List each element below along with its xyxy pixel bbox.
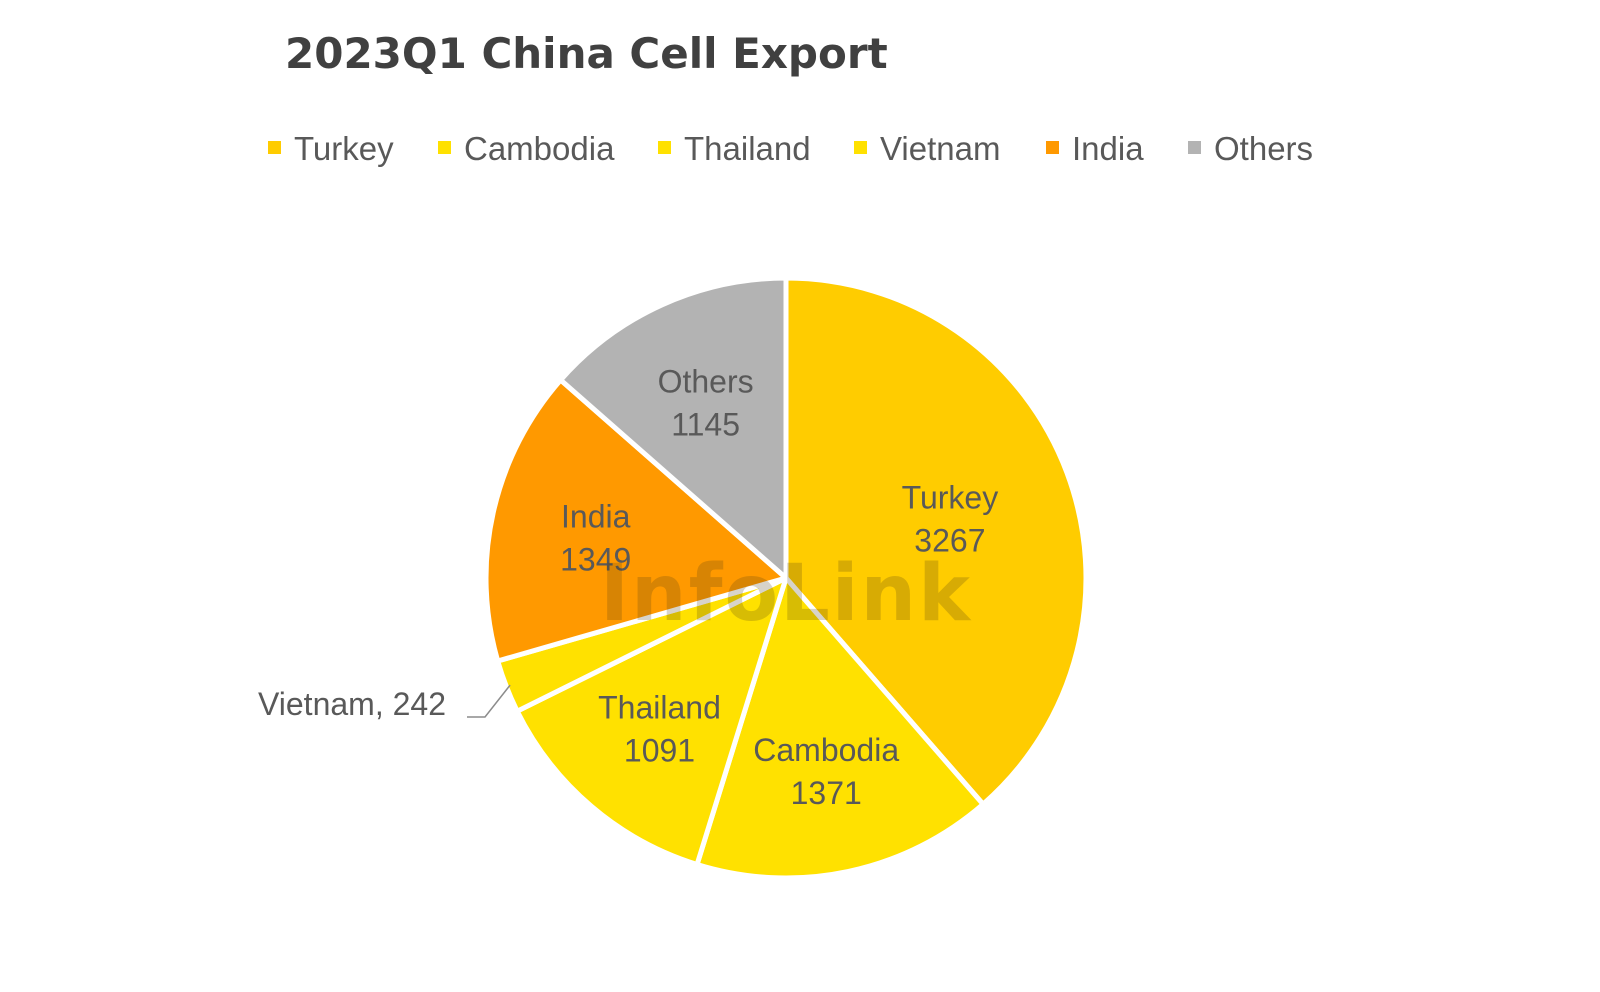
- legend-swatch-vietnam: [854, 141, 867, 154]
- pie-slices: [483, 275, 1089, 881]
- legend-item-turkey: Turkey: [268, 130, 394, 167]
- legend: Turkey Cambodia Thailand Vietnam India Others: [268, 130, 1313, 167]
- legend-label-turkey: Turkey: [294, 130, 394, 167]
- pie-slice-turkey: [783, 275, 1089, 807]
- legend-swatch-turkey: [268, 141, 281, 154]
- data-label-name-others: Others: [658, 363, 754, 399]
- data-label-name-cambodia: Cambodia: [753, 732, 899, 768]
- data-label-value-cambodia: 1371: [791, 775, 862, 811]
- chart-title: 2023Q1 China Cell Export: [285, 29, 888, 78]
- leader-line-vietnam: [467, 684, 511, 718]
- data-label-turkey: Turkey 3267: [902, 480, 999, 559]
- legend-swatch-thailand: [658, 141, 671, 154]
- legend-label-vietnam: Vietnam: [880, 130, 1000, 167]
- legend-item-india: India: [1046, 130, 1144, 167]
- legend-label-others: Others: [1214, 130, 1313, 167]
- data-label-value-thailand: 1091: [624, 732, 695, 768]
- data-label-vietnam: Vietnam, 242: [258, 686, 446, 722]
- legend-item-vietnam: Vietnam: [854, 130, 1000, 167]
- legend-swatch-india: [1046, 141, 1059, 154]
- data-label-thailand: Thailand 1091: [598, 689, 721, 768]
- legend-label-thailand: Thailand: [684, 130, 811, 167]
- slice-labels: Turkey 3267 Cambodia 1371 Thailand 1091 Vietna…: [258, 363, 998, 811]
- data-label-value-others: 1145: [671, 406, 740, 442]
- legend-item-thailand: Thailand: [658, 130, 811, 167]
- data-label-value-turkey: 3267: [914, 523, 985, 559]
- legend-label-cambodia: Cambodia: [464, 130, 615, 167]
- pie-slice-others: [558, 275, 789, 581]
- data-label-name-turkey: Turkey: [902, 480, 999, 516]
- data-label-india: India 1349: [560, 498, 631, 577]
- watermark-text: InfoLink: [600, 549, 972, 639]
- legend-item-others: Others: [1188, 130, 1313, 167]
- legend-label-india: India: [1072, 130, 1144, 167]
- pie-slice-thailand: [514, 575, 789, 868]
- data-label-name-india: India: [561, 498, 631, 534]
- legend-item-cambodia: Cambodia: [438, 130, 615, 167]
- pie-slice-cambodia: [694, 575, 986, 881]
- pie-slice-india: [483, 377, 789, 664]
- legend-swatch-cambodia: [438, 141, 451, 154]
- data-label-cambodia: Cambodia 1371: [753, 732, 899, 811]
- legend-swatch-others: [1188, 141, 1201, 154]
- data-label-value-india: 1349: [560, 541, 631, 577]
- data-label-others: Others 1145: [658, 363, 754, 442]
- data-label-name-thailand: Thailand: [598, 689, 721, 725]
